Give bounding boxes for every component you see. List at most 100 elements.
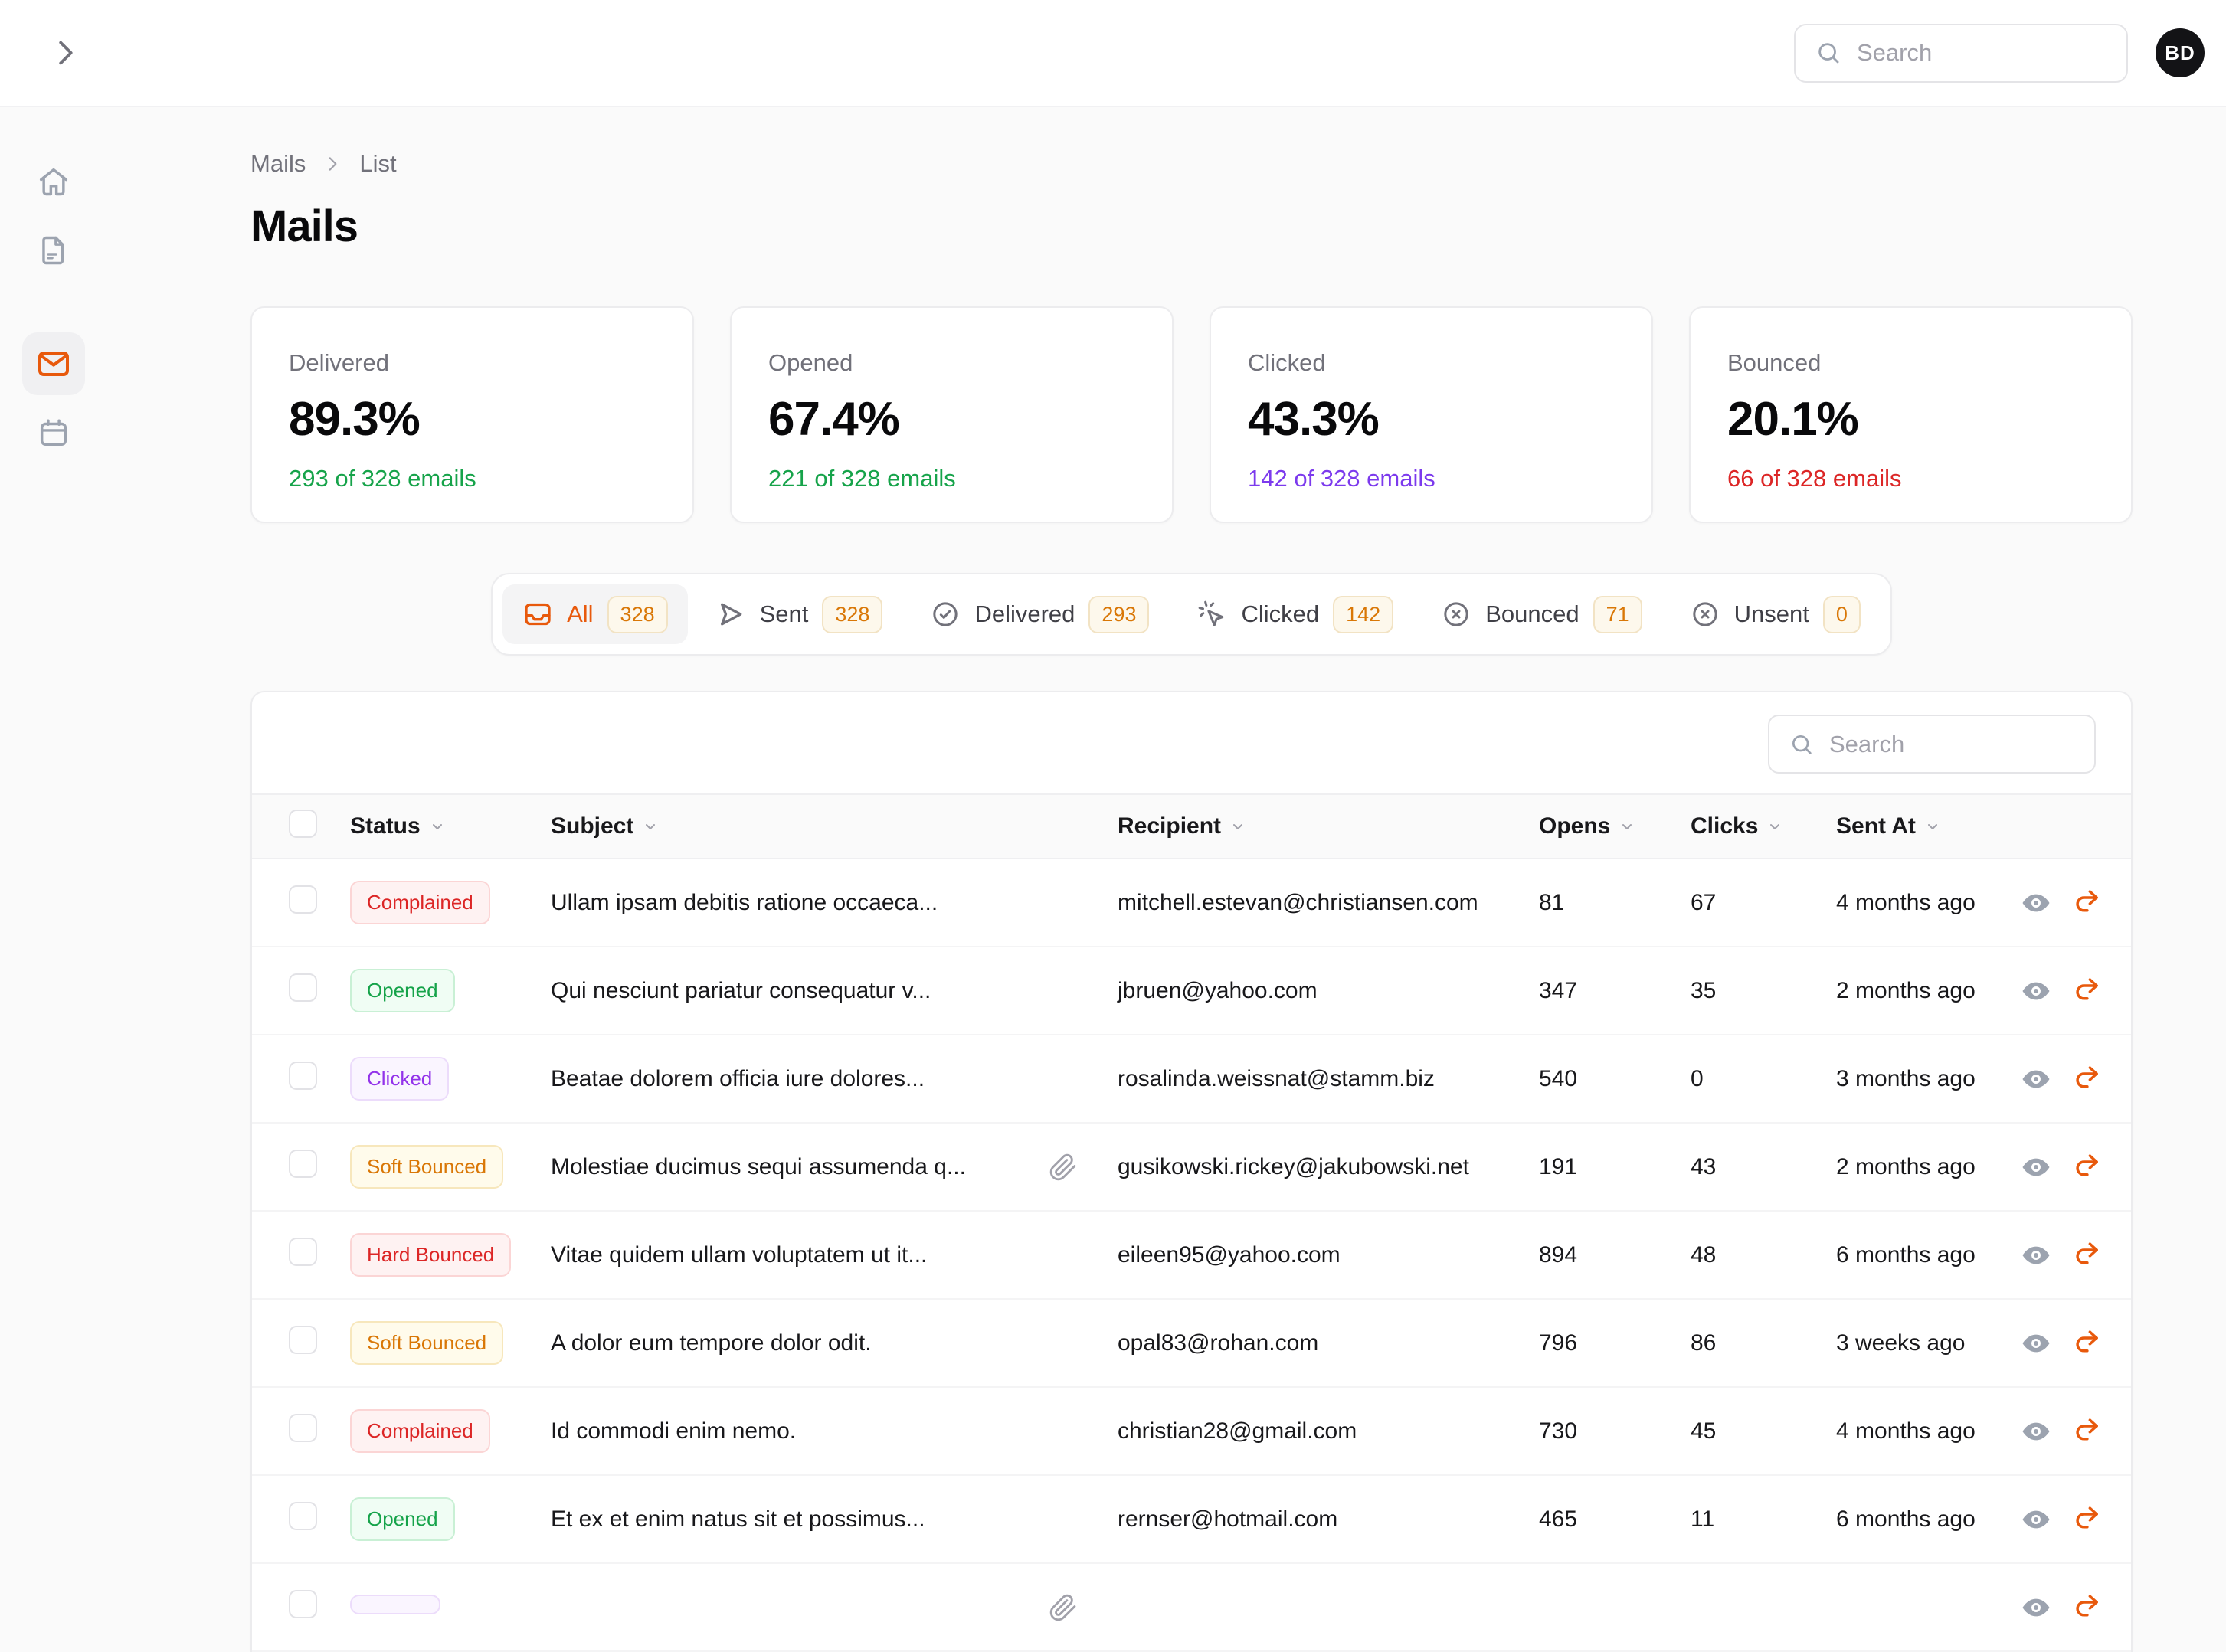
column-header-status[interactable]: Status (350, 813, 551, 839)
column-header-clicks[interactable]: Clicks (1691, 813, 1836, 839)
chevron-down-icon (1923, 817, 1942, 836)
sidebar-item-calendar[interactable] (22, 401, 85, 464)
row-checkbox[interactable] (289, 1590, 317, 1618)
eye-icon (2020, 1503, 2052, 1536)
sidebar (0, 107, 107, 1575)
resend-button[interactable] (2071, 887, 2103, 919)
avatar[interactable]: BD (2156, 28, 2205, 77)
table-row: Clicked Beatae dolorem officia iure dolo… (252, 1035, 2131, 1124)
row-checkbox[interactable] (289, 1150, 317, 1178)
sent-at-value: 6 months ago (1836, 1241, 1976, 1268)
eye-icon (2020, 1591, 2052, 1624)
cursor-click-icon (1196, 599, 1227, 630)
column-header-sent-at[interactable]: Sent At (1836, 813, 2020, 839)
tab-count-badge: 0 (1822, 595, 1861, 633)
subject-text: Id commodi enim nemo. (551, 1418, 797, 1444)
redo-icon (2071, 1415, 2103, 1448)
view-button[interactable] (2020, 975, 2052, 1007)
view-button[interactable] (2020, 1415, 2052, 1448)
tab-label: Bounced (1485, 600, 1579, 627)
recipient-text: mitchell.estevan@christiansen.com (1118, 889, 1478, 915)
row-checkbox[interactable] (289, 1238, 317, 1266)
table-row: Complained Ullam ipsam debitis ratione o… (252, 859, 2131, 947)
opens-value: 796 (1539, 1330, 1578, 1356)
eye-icon (2020, 1327, 2052, 1359)
eye-icon (2020, 1151, 2052, 1183)
search-icon (1815, 40, 1841, 66)
main-content: Mails List Mails Delivered 89.3% 293 of … (107, 107, 2226, 1652)
view-button[interactable] (2020, 1063, 2052, 1095)
sidebar-toggle-button[interactable] (47, 35, 83, 70)
stat-label: Bounced (1727, 349, 1822, 376)
view-button[interactable] (2020, 1327, 2052, 1359)
eye-icon (2020, 887, 2052, 919)
mail-icon (35, 345, 72, 382)
table-search-input[interactable] (1829, 730, 2074, 758)
row-checkbox[interactable] (289, 1326, 317, 1354)
tab-label: Unsent (1733, 600, 1809, 627)
sidebar-item-home[interactable] (22, 150, 85, 213)
resend-button[interactable] (2071, 1591, 2103, 1624)
page-title: Mails (250, 201, 358, 251)
row-checkbox[interactable] (289, 1414, 317, 1442)
eye-icon (2020, 975, 2052, 1007)
select-all-checkbox[interactable] (289, 809, 317, 838)
chevron-down-icon (641, 817, 660, 836)
redo-icon (2071, 1327, 2103, 1359)
paperclip-icon (1049, 1153, 1078, 1182)
stat-value: 43.3% (1248, 393, 1380, 446)
view-button[interactable] (2020, 887, 2052, 919)
table-row: Complained Id commodi enim nemo. christi… (252, 1388, 2131, 1476)
global-search[interactable] (1794, 23, 2128, 83)
tab-all[interactable]: All 328 (502, 584, 688, 644)
tab-bounced[interactable]: Bounced 71 (1421, 584, 1661, 644)
clicks-value: 48 (1691, 1241, 1717, 1268)
row-checkbox[interactable] (289, 1062, 317, 1090)
table-search[interactable] (1768, 715, 2096, 774)
resend-button[interactable] (2071, 1151, 2103, 1183)
view-button[interactable] (2020, 1151, 2052, 1183)
breadcrumb-mails[interactable]: Mails (250, 150, 306, 177)
stat-detail: 66 of 328 emails (1727, 465, 1902, 492)
chevron-right-icon (47, 35, 83, 70)
row-checkbox[interactable] (289, 1502, 317, 1530)
stat-value: 20.1% (1727, 393, 1859, 446)
sidebar-item-mails[interactable] (22, 332, 85, 395)
table-row: Opened Qui nesciunt pariatur consequatur… (252, 947, 2131, 1035)
sidebar-item-documents[interactable] (22, 219, 85, 282)
stat-card: Opened 67.4% 221 of 328 emails (730, 306, 1174, 523)
tab-clicked[interactable]: Clicked 142 (1177, 584, 1413, 644)
resend-button[interactable] (2071, 1239, 2103, 1271)
tab-delivered[interactable]: Delivered 293 (910, 584, 1169, 644)
redo-icon (2071, 887, 2103, 919)
row-checkbox[interactable] (289, 885, 317, 914)
subject-text: Qui nesciunt pariatur consequatur v... (551, 977, 931, 1003)
status-badge: Soft Bounced (350, 1145, 504, 1189)
column-header-opens[interactable]: Opens (1539, 813, 1691, 839)
row-checkbox[interactable] (289, 973, 317, 1002)
resend-button[interactable] (2071, 1063, 2103, 1095)
view-button[interactable] (2020, 1239, 2052, 1271)
tab-sent[interactable]: Sent 328 (696, 584, 903, 644)
resend-button[interactable] (2071, 975, 2103, 1007)
view-button[interactable] (2020, 1503, 2052, 1536)
global-search-input[interactable] (1857, 39, 2107, 67)
column-header-recipient[interactable]: Recipient (1118, 813, 1539, 839)
paperclip-icon (1049, 1593, 1078, 1622)
redo-icon (2071, 1239, 2103, 1271)
chevron-down-icon (428, 817, 447, 836)
stat-card: Delivered 89.3% 293 of 328 emails (250, 306, 694, 523)
resend-button[interactable] (2071, 1503, 2103, 1536)
stat-label: Opened (768, 349, 853, 376)
subject-text: Beatae dolorem officia iure dolores... (551, 1065, 925, 1091)
tab-unsent[interactable]: Unsent 0 (1670, 584, 1881, 644)
redo-icon (2071, 975, 2103, 1007)
column-header-subject[interactable]: Subject (551, 813, 1118, 839)
inbox-icon (522, 599, 553, 630)
sent-at-value: 2 months ago (1836, 1153, 1976, 1179)
stat-card: Clicked 43.3% 142 of 328 emails (1210, 306, 1653, 523)
view-button[interactable] (2020, 1591, 2052, 1624)
resend-button[interactable] (2071, 1415, 2103, 1448)
clicks-value: 11 (1691, 1506, 1715, 1532)
resend-button[interactable] (2071, 1327, 2103, 1359)
